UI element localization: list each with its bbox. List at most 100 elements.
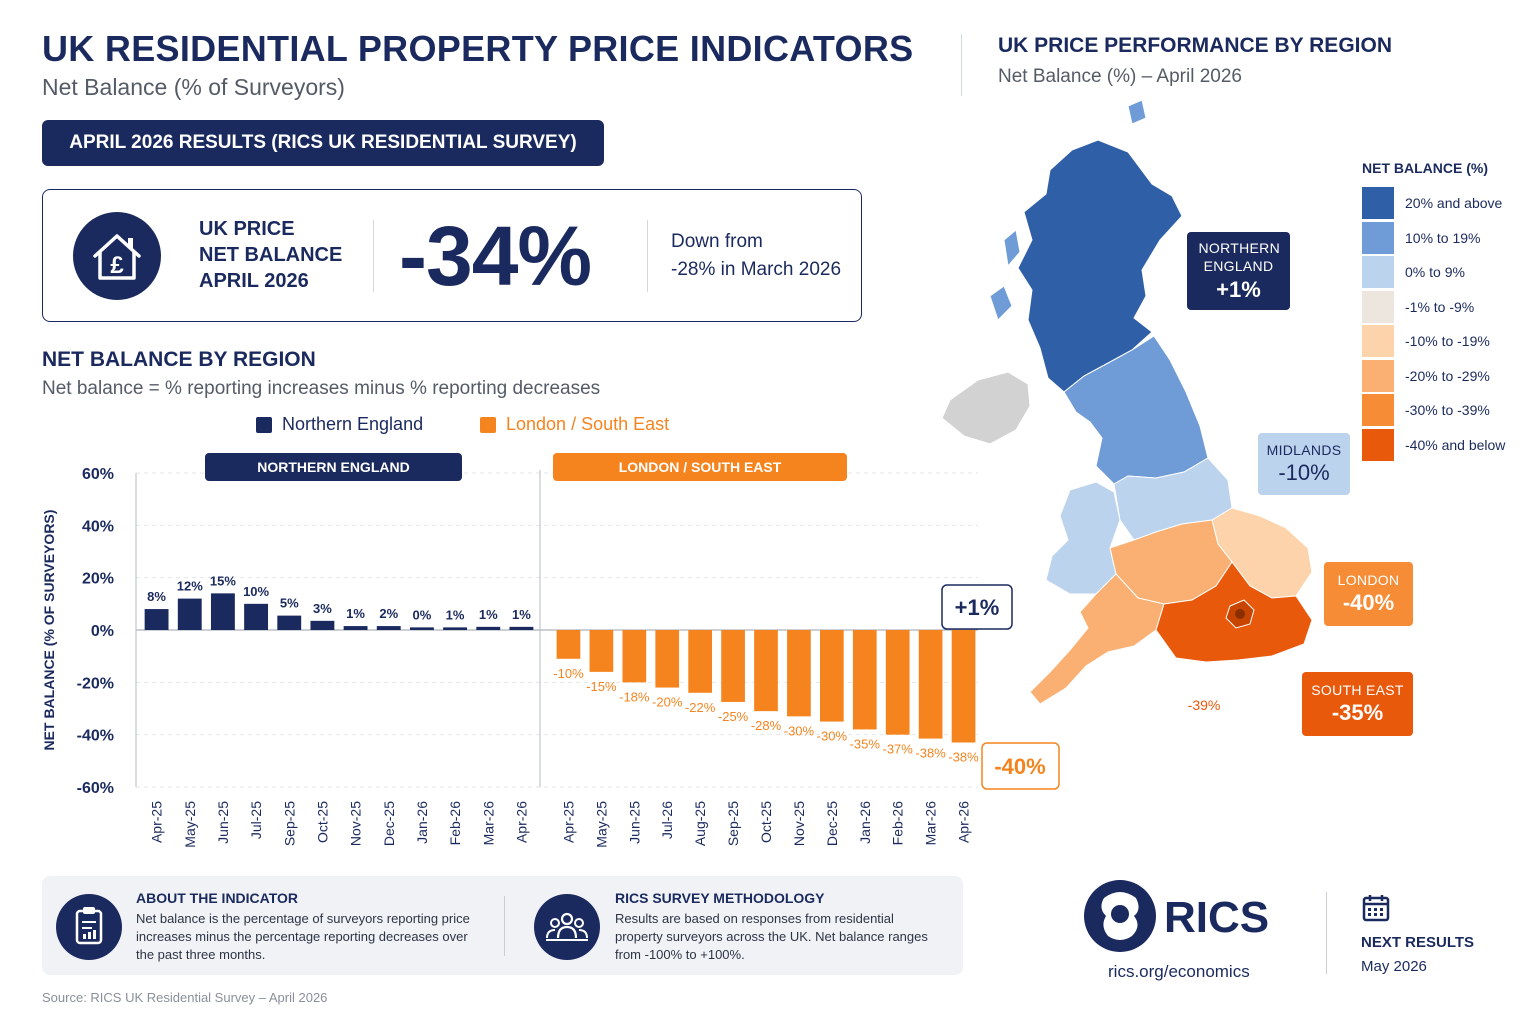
callout-london-south-east: -40% [981, 742, 1060, 790]
methodology-title: RICS SURVEY METHODOLOGY [615, 890, 825, 906]
footer-divider [1326, 892, 1327, 974]
kpi-divider [373, 220, 374, 292]
bar-value-label: 8% [147, 589, 166, 604]
methodology-text: Results are based on responses from resi… [615, 911, 928, 962]
map-callout-name: MIDLANDS [1266, 442, 1342, 458]
map-legend-row: 20% and above [1362, 187, 1502, 219]
kpi-card: £ UK PRICE NET BALANCE APRIL 2026 -34% D… [42, 189, 862, 322]
y-tick-label: 20% [82, 571, 114, 588]
map-legend-label: 10% to 19% [1405, 230, 1481, 246]
map-region-south-west [1029, 573, 1165, 705]
y-tick-label: 60% [82, 466, 114, 483]
map-callout-value: +1% [1216, 277, 1261, 302]
clipboard-chart-icon [56, 894, 122, 960]
calendar-icon [1362, 895, 1390, 922]
about-indicator-text: Net balance is the percentage of surveyo… [136, 911, 470, 962]
bar [376, 626, 401, 630]
bar-value-label: -25% [718, 709, 749, 724]
kpi-note-line: -28% in March 2026 [671, 259, 842, 280]
bar-value-label: 12% [177, 579, 203, 594]
bar [509, 626, 534, 630]
house-pound-icon: £ [73, 212, 161, 300]
legend-label: Northern England [282, 414, 424, 434]
bar [210, 593, 235, 630]
bar-value-label: -18% [619, 689, 650, 704]
map-legend-swatch [1362, 187, 1394, 219]
bar [754, 630, 778, 712]
map-legend-swatch [1362, 394, 1394, 426]
x-tick-label: Jun-25 [215, 801, 231, 844]
x-tick-label: Oct-25 [314, 801, 330, 843]
map-legend-label: 20% and above [1405, 195, 1503, 211]
x-tick-label: Sep-25 [725, 801, 741, 846]
map-southwest-label: -39% [1188, 697, 1221, 713]
legend-item-london-south-east: London / South East [480, 414, 669, 435]
map-legend-title: NET BALANCE (%) [1362, 160, 1488, 176]
legend-swatch [256, 416, 272, 433]
bar [343, 626, 368, 630]
about-indicator-title: ABOUT THE INDICATOR [136, 890, 299, 906]
map-callout-south-east: SOUTH EAST -35% [1302, 672, 1413, 736]
kpi-note-line: Down from [671, 231, 763, 252]
rics-url-link[interactable]: rics.org/economics [1108, 962, 1250, 981]
bar [476, 626, 501, 630]
page-title: UK RESIDENTIAL PROPERTY PRICE INDICATORS [42, 28, 914, 69]
x-tick-label: Apr-26 [956, 801, 972, 843]
y-tick-label: 0% [91, 623, 114, 640]
x-tick-label: Feb-26 [447, 801, 463, 846]
map-legend-label: -20% to -29% [1405, 368, 1490, 384]
map-legend-row: -40% and below [1362, 429, 1505, 461]
kpi-label-line: UK PRICE [199, 218, 295, 240]
x-tick-label: Apr-26 [513, 801, 529, 843]
callout-value: +1% [955, 595, 1000, 620]
bar-value-label: 10% [243, 584, 269, 599]
bar-value-label: 2% [379, 606, 398, 621]
bar [277, 615, 302, 630]
bar [556, 630, 581, 659]
bar-value-label: -30% [817, 729, 848, 744]
map-callout-name: LONDON [1337, 572, 1400, 588]
map-legend-row: 0% to 9% [1362, 256, 1465, 288]
svg-text:£: £ [110, 252, 124, 279]
map-legend-swatch [1362, 325, 1394, 357]
legend-label: London / South East [506, 414, 670, 434]
x-tick-label: Apr-25 [149, 801, 165, 843]
bar-value-label: 0% [413, 607, 432, 622]
kpi-label: UK PRICE NET BALANCE APRIL 2026 [199, 216, 369, 294]
map-legend-row: -20% to -29% [1362, 360, 1490, 392]
legend-swatch [480, 416, 496, 433]
panel-header: LONDON / SOUTH EAST [553, 453, 847, 481]
bar-value-label: -28% [751, 718, 782, 733]
x-tick-label: May-25 [182, 801, 198, 848]
map-legend-row: 10% to 19% [1362, 222, 1481, 254]
map-region-wales [1045, 481, 1121, 595]
bar [819, 630, 844, 722]
bar-value-label: 3% [313, 601, 332, 616]
map-callout-value: -10% [1278, 460, 1330, 485]
net-balance-chart: 60% 40% 20% 0% -20% -40% -60% NET BALANCE (% OF… [41, 453, 1060, 848]
bar-value-label: 1% [512, 607, 531, 622]
kpi-note: Down from -28% in March 2026 [671, 228, 861, 284]
bar [688, 630, 713, 693]
bar [918, 630, 943, 739]
x-tick-label: Jan-26 [414, 801, 430, 844]
x-tick-label: Feb-26 [890, 801, 906, 846]
x-tick-label: Jul-26 [659, 801, 675, 839]
bar-value-label: -15% [586, 679, 617, 694]
bar-value-label: -35% [850, 736, 881, 751]
callout-value: -40% [994, 754, 1045, 779]
map-legend-label: -1% to -9% [1405, 299, 1475, 315]
bar [622, 630, 647, 683]
bar-value-label: -37% [883, 742, 914, 757]
section-title: NET BALANCE BY REGION [42, 348, 316, 371]
next-results-date: May 2026 [1361, 958, 1427, 975]
bar-value-label: -20% [652, 695, 683, 710]
london-marker [1235, 609, 1245, 619]
map-callout-name: NORTHERN ENGLAND [1198, 240, 1280, 274]
info-panel: ABOUT THE INDICATOR Net balance is the p… [42, 876, 963, 975]
kpi-value: -34% [399, 209, 592, 303]
callout-box [941, 584, 1013, 630]
map-legend-swatch [1362, 256, 1394, 288]
map-callout-name: SOUTH EAST [1311, 682, 1404, 698]
bar-value-label: -38% [948, 750, 979, 765]
